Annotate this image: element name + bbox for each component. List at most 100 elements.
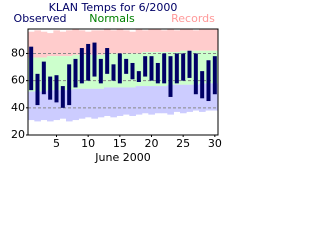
record-low-band bbox=[211, 83, 219, 111]
record-low-band bbox=[167, 84, 174, 115]
record-low-band bbox=[154, 86, 162, 114]
record-low-band bbox=[180, 84, 187, 114]
record-high-band bbox=[66, 30, 73, 57]
observed-bar bbox=[136, 71, 141, 82]
record-high-band bbox=[180, 29, 187, 51]
record-high-band bbox=[205, 29, 212, 51]
normal-band bbox=[135, 53, 143, 87]
y-tick-label: 80 bbox=[11, 46, 25, 59]
record-high-band bbox=[211, 29, 219, 51]
record-low-band bbox=[28, 91, 35, 121]
record-low-band bbox=[192, 84, 200, 111]
record-high-band bbox=[116, 29, 124, 54]
observed-bar bbox=[155, 62, 160, 84]
record-low-band bbox=[148, 86, 155, 115]
observed-bar bbox=[54, 75, 59, 103]
observed-bar bbox=[35, 73, 40, 106]
record-high-band bbox=[123, 30, 130, 54]
observed-bar bbox=[181, 53, 186, 81]
observed-bar bbox=[117, 53, 122, 84]
observed-bar bbox=[193, 53, 198, 95]
x-tick-label: 10 bbox=[81, 137, 95, 150]
observed-bar bbox=[105, 48, 110, 74]
legend-label: Observed bbox=[14, 12, 67, 25]
record-high-band bbox=[97, 30, 105, 55]
plot-frame bbox=[27, 28, 219, 136]
observed-bar bbox=[29, 46, 34, 91]
record-high-band bbox=[135, 29, 143, 54]
record-high-band bbox=[85, 31, 92, 55]
record-high-band bbox=[186, 29, 193, 51]
observed-bar bbox=[86, 43, 91, 81]
record-high-band bbox=[173, 30, 181, 53]
record-low-band bbox=[110, 87, 117, 118]
observed-bar bbox=[168, 56, 173, 97]
record-low-band bbox=[116, 87, 124, 116]
x-axis-label: June 2000 bbox=[94, 151, 150, 164]
record-low-band bbox=[123, 87, 130, 115]
record-low-band bbox=[40, 91, 48, 121]
record-low-band bbox=[104, 87, 111, 116]
normal-band bbox=[53, 56, 60, 91]
x-tick-label: 5 bbox=[53, 137, 60, 150]
record-high-band bbox=[161, 30, 168, 53]
record-low-band bbox=[186, 84, 193, 112]
observed-bar bbox=[73, 58, 78, 88]
record-high-band bbox=[192, 30, 200, 51]
record-high-band bbox=[78, 30, 86, 55]
record-high-band bbox=[142, 30, 149, 53]
record-low-band bbox=[34, 91, 41, 122]
chart: KLAN Temps for 6/2000 June 2000 Observed… bbox=[11, 1, 222, 164]
legend-label: Records bbox=[171, 12, 215, 25]
x-tick-label: 15 bbox=[113, 137, 127, 150]
record-high-band bbox=[129, 31, 136, 54]
record-low-band bbox=[78, 88, 86, 119]
record-low-band bbox=[72, 88, 79, 121]
record-low-band bbox=[85, 88, 92, 118]
observed-bar bbox=[187, 50, 192, 78]
observed-bar bbox=[130, 62, 135, 80]
y-tick-label: 40 bbox=[11, 101, 25, 114]
observed-bar bbox=[212, 56, 217, 95]
record-low-band bbox=[53, 90, 60, 121]
normal-band bbox=[47, 56, 54, 91]
observed-bar bbox=[98, 58, 103, 84]
observed-bar bbox=[67, 64, 72, 106]
record-low-band bbox=[66, 90, 73, 122]
x-tick-label: 25 bbox=[176, 137, 190, 150]
observed-bar bbox=[60, 86, 65, 108]
record-low-band bbox=[97, 88, 105, 118]
observed-bar bbox=[149, 56, 154, 81]
record-high-band bbox=[154, 29, 162, 53]
record-high-band bbox=[53, 30, 60, 57]
observed-bar bbox=[174, 53, 179, 84]
y-tick-label: 20 bbox=[11, 128, 25, 141]
record-high-band bbox=[110, 30, 117, 54]
record-high-band bbox=[199, 29, 206, 51]
observed-bar bbox=[41, 61, 46, 95]
normal-band bbox=[199, 50, 206, 84]
record-high-band bbox=[104, 29, 111, 54]
record-low-band bbox=[173, 84, 181, 112]
record-high-band bbox=[47, 33, 54, 57]
observed-bar bbox=[48, 76, 53, 100]
observed-bar bbox=[124, 58, 129, 74]
record-low-band bbox=[47, 90, 54, 122]
record-high-band bbox=[34, 30, 41, 58]
record-low-band bbox=[142, 86, 149, 114]
chart-title: KLAN Temps for 6/2000 bbox=[49, 1, 178, 14]
observed-bar bbox=[206, 60, 211, 102]
observed-bar bbox=[200, 71, 205, 99]
legend-label: Normals bbox=[89, 12, 135, 25]
record-low-band bbox=[91, 88, 98, 119]
record-high-band bbox=[72, 29, 79, 55]
observed-bar bbox=[162, 53, 167, 84]
record-high-band bbox=[59, 31, 67, 57]
observed-bar bbox=[79, 48, 84, 84]
observed-bar bbox=[143, 56, 148, 77]
record-high-band bbox=[28, 31, 35, 58]
x-tick-label: 30 bbox=[208, 137, 222, 150]
x-tick-label: 20 bbox=[145, 137, 159, 150]
record-low-band bbox=[135, 86, 143, 115]
normal-band bbox=[59, 56, 67, 91]
